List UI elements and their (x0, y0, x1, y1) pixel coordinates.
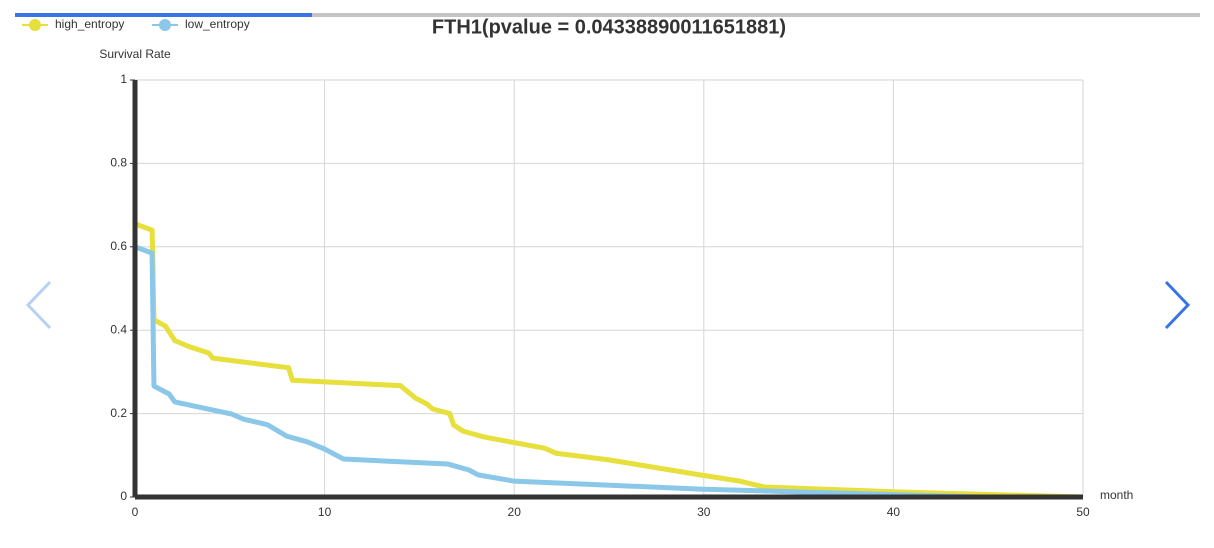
legend-label: high_entropy (55, 17, 124, 31)
x-tick-label: 30 (697, 505, 711, 519)
chart-title: FTH1(pvalue = 0.04338890011651881) (432, 16, 786, 38)
x-axis-title: month (1100, 488, 1133, 502)
next-arrow[interactable] (1164, 280, 1191, 330)
y-axis-title: Survival Rate (99, 47, 171, 61)
series-line (134, 244, 981, 500)
y-tick-label: 0 (120, 489, 127, 503)
legend-marker (29, 19, 41, 31)
y-tick-label: 0.8 (110, 156, 127, 170)
series-line (134, 221, 1084, 500)
x-tick-label: 40 (887, 505, 901, 519)
legend-marker (159, 19, 171, 31)
legend-label: low_entropy (185, 17, 250, 31)
y-tick-label: 0.2 (110, 406, 127, 420)
x-tick-label: 50 (1076, 505, 1090, 519)
y-tick-label: 0.4 (110, 322, 127, 336)
x-tick-label: 20 (508, 505, 522, 519)
x-tick-label: 0 (132, 505, 139, 519)
prev-arrow[interactable] (25, 280, 52, 330)
x-tick-label: 10 (318, 505, 332, 519)
y-tick-label: 0.6 (110, 239, 127, 253)
y-tick-label: 1 (120, 72, 127, 86)
